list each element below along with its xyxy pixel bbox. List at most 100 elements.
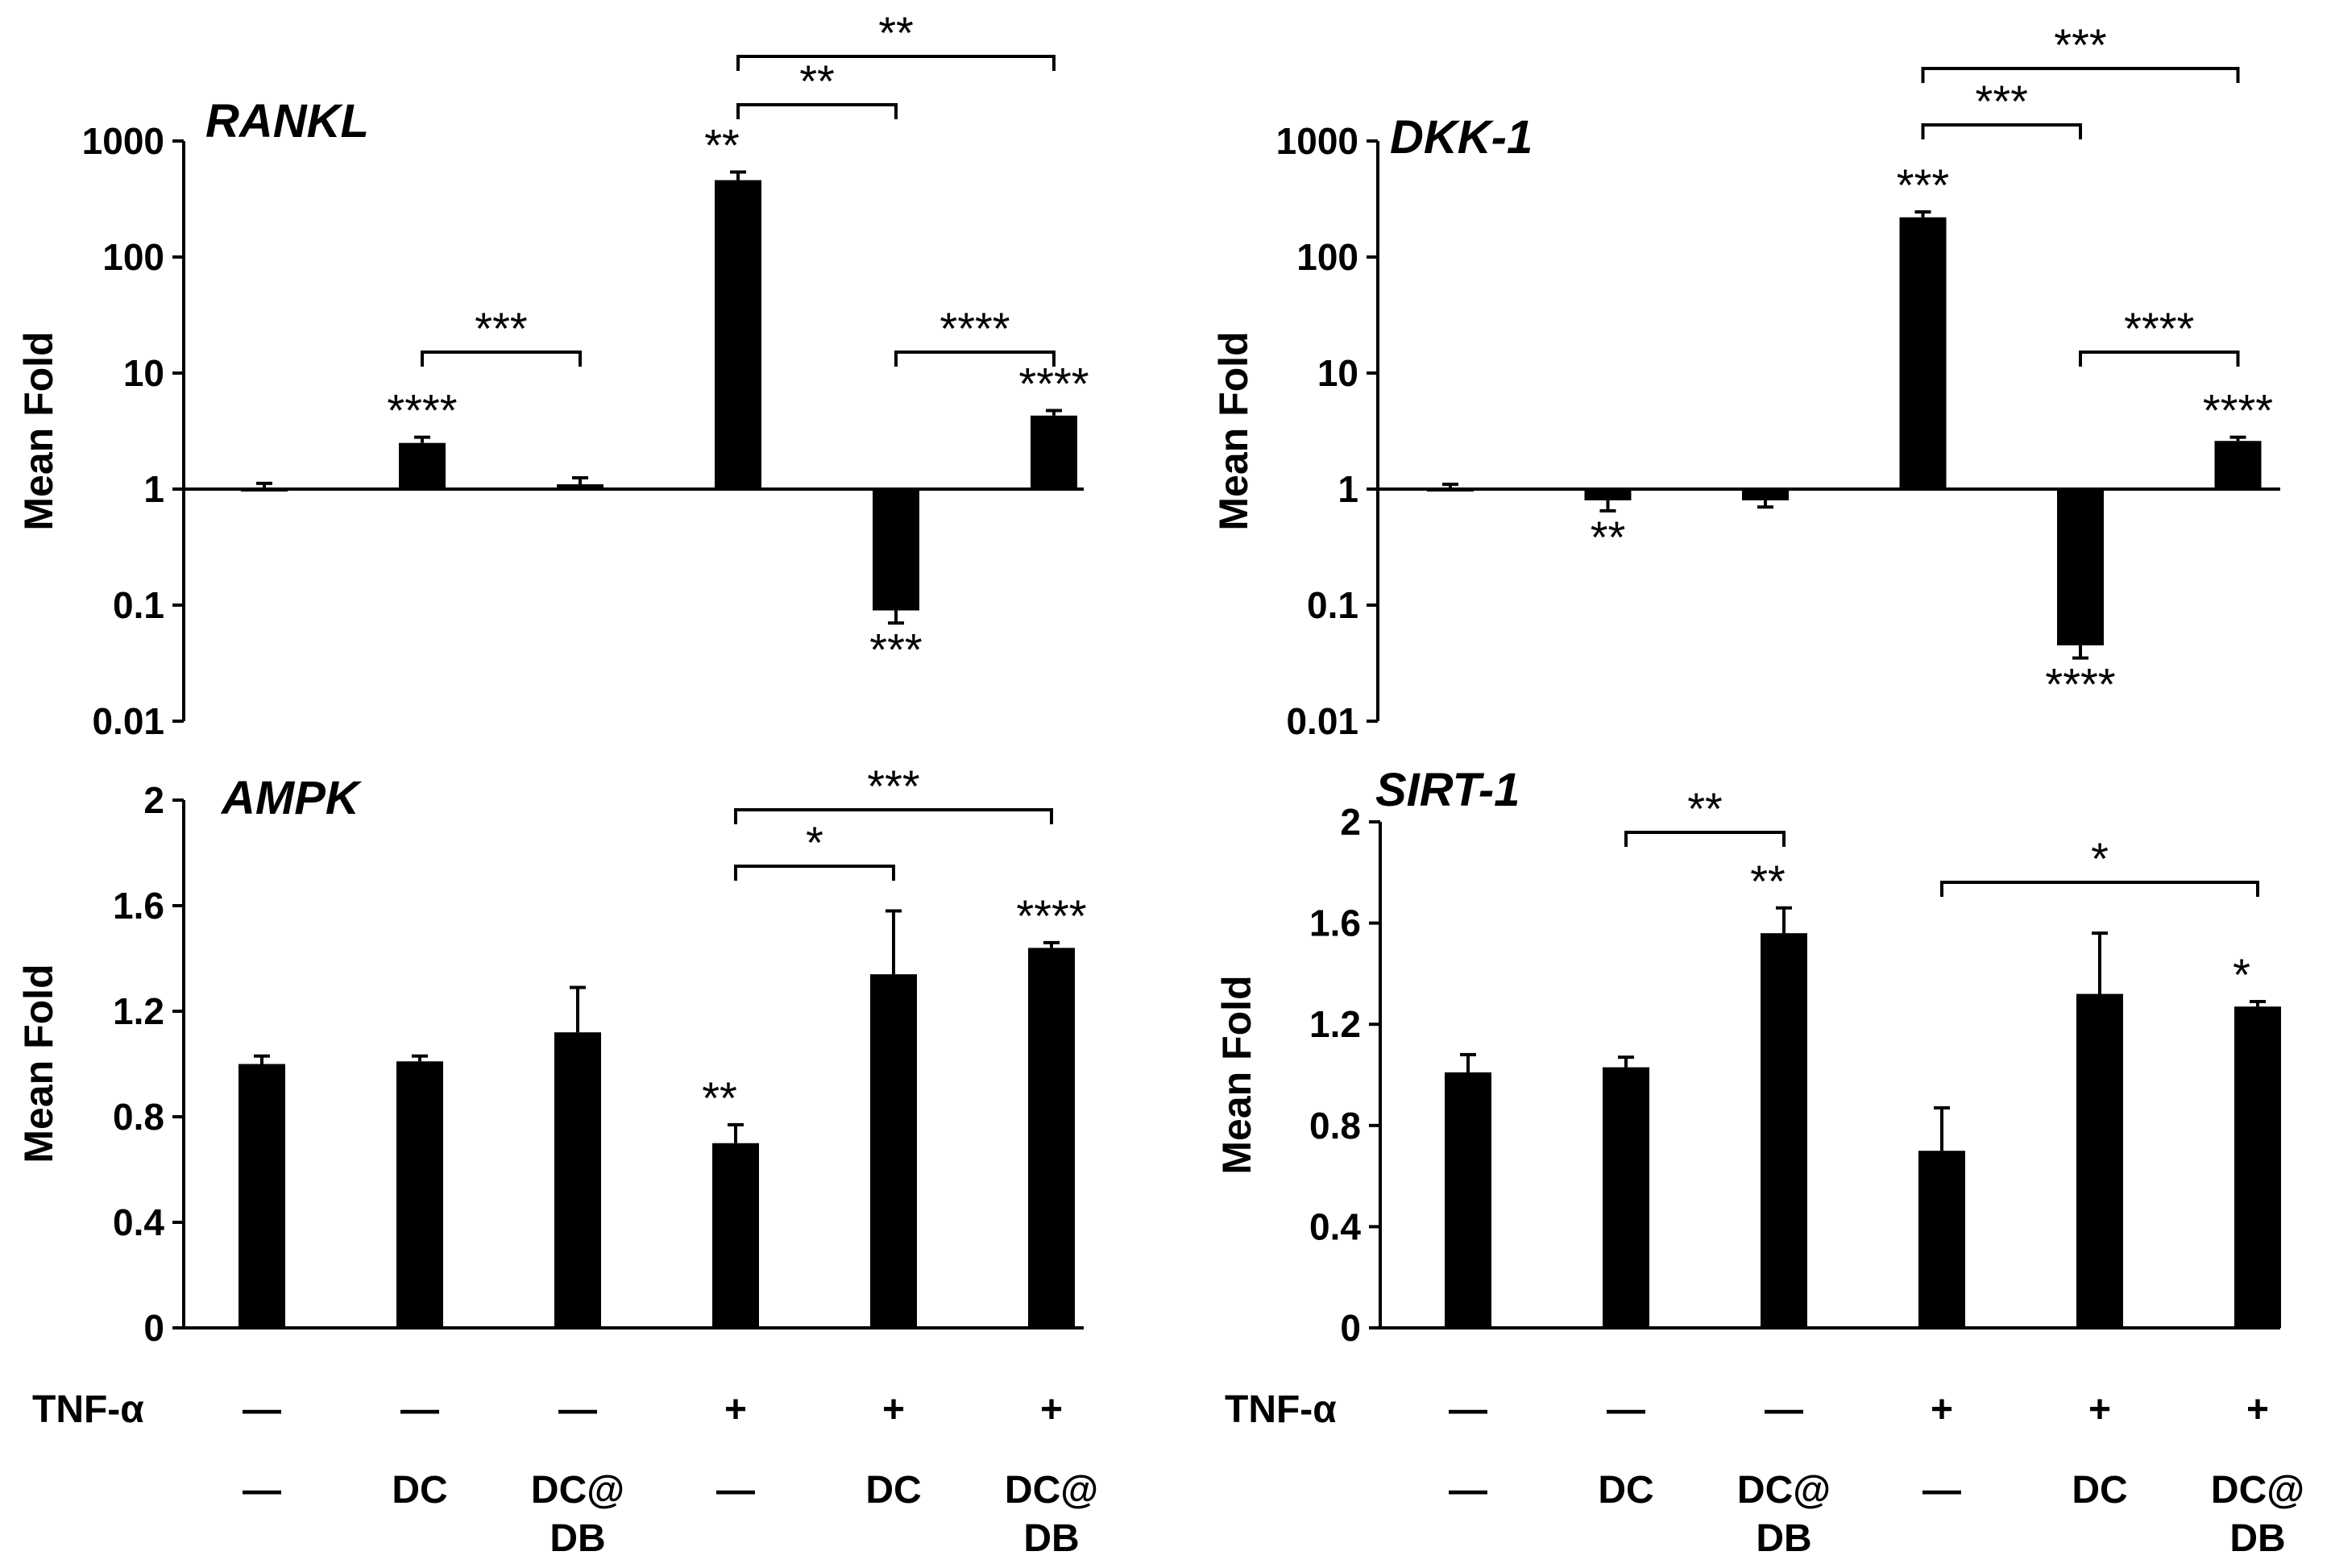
tnf-condition: +: [2088, 1388, 2111, 1431]
treatment-label: —: [243, 1469, 281, 1512]
panel-title: SIRT-1: [1375, 764, 1520, 816]
y-tick-label: 1.2: [113, 990, 164, 1032]
bar: [396, 1061, 443, 1328]
significance-label: **: [1591, 512, 1626, 562]
significance-label: ***: [1897, 160, 1949, 210]
y-axis-title: Mean Fold: [16, 331, 61, 530]
bracket-label: ****: [939, 303, 1010, 354]
treatment-label: DC@: [531, 1469, 624, 1512]
bracket-label: **: [1687, 783, 1723, 834]
tnf-condition: —: [558, 1388, 597, 1431]
significance-bracket: [1921, 67, 2240, 83]
bar: [238, 1064, 285, 1328]
treatment-label: —: [1449, 1469, 1487, 1512]
panel-title: DKK-1: [1390, 111, 1533, 164]
tnf-condition: +: [882, 1388, 905, 1431]
treatment-label-line2: DB: [1023, 1517, 1079, 1560]
significance-label: *: [2233, 949, 2250, 1000]
tnf-condition: —: [400, 1388, 439, 1431]
treatment-label: DC: [1598, 1469, 1653, 1512]
y-axis-title: Mean Fold: [1214, 975, 1259, 1174]
significance-label: ***: [869, 624, 922, 674]
bar: [399, 442, 446, 489]
bar: [873, 489, 919, 611]
y-tick-label: 1.6: [113, 885, 164, 927]
bar: [2234, 1006, 2281, 1328]
significance-bracket: [736, 55, 1056, 71]
y-tick-label: 1: [1338, 468, 1358, 510]
bar: [557, 484, 603, 489]
treatment-label: DC: [392, 1469, 447, 1512]
y-tick-label: 0.01: [92, 700, 164, 742]
tnf-condition: —: [1765, 1388, 1803, 1431]
bar: [1603, 1067, 1649, 1328]
tnf-condition: +: [1931, 1388, 1953, 1431]
treatment-label-line2: DB: [2229, 1517, 2285, 1560]
significance-bracket: [1624, 831, 1786, 847]
significance-bracket: [1940, 881, 2259, 897]
bracket-label: **: [878, 7, 914, 58]
y-tick-label: 0.1: [113, 584, 164, 626]
bracket-label: *: [2091, 833, 2109, 884]
treatment-label-line2: DB: [1756, 1517, 1811, 1560]
y-tick-label: 0.8: [1309, 1105, 1361, 1147]
tnf-condition: —: [1607, 1388, 1645, 1431]
y-tick-label: 2: [1340, 801, 1361, 843]
bracket-label: ***: [475, 303, 527, 354]
panel-title: AMPK: [220, 772, 363, 824]
y-tick-label: 10: [1317, 352, 1358, 394]
y-tick-label: 0.8: [113, 1096, 164, 1138]
bar: [870, 974, 917, 1328]
bar: [715, 180, 761, 489]
treatment-label: DC: [865, 1469, 921, 1512]
bar: [1445, 1072, 1491, 1328]
bar: [554, 1032, 601, 1328]
y-tick-label: 100: [102, 236, 164, 278]
y-tick-label: 1.6: [1309, 902, 1361, 944]
significance-bracket: [2079, 351, 2240, 367]
significance-label: ****: [1016, 890, 1086, 941]
treatment-label: —: [1922, 1469, 1961, 1512]
significance-bracket: [894, 351, 1056, 367]
y-axis-title: Mean Fold: [16, 964, 61, 1163]
tnf-condition: —: [243, 1388, 281, 1431]
y-tick-label: 0: [143, 1307, 164, 1349]
bar: [2076, 993, 2123, 1328]
significance-bracket: [421, 351, 582, 367]
bracket-label: **: [799, 56, 835, 106]
y-tick-label: 2: [143, 779, 164, 821]
bar: [2057, 489, 2104, 645]
bracket-label: ***: [867, 761, 919, 811]
y-tick-label: 0: [1340, 1307, 1361, 1349]
significance-bracket: [734, 865, 895, 881]
y-axis-title: Mean Fold: [1211, 331, 1256, 530]
y-tick-label: 1000: [1276, 120, 1358, 162]
y-tick-label: 100: [1296, 236, 1358, 278]
tnf-condition: +: [724, 1388, 747, 1431]
bar: [712, 1143, 759, 1328]
significance-label: **: [1750, 856, 1786, 906]
y-tick-label: 0.4: [1309, 1205, 1361, 1247]
y-tick-label: 0.01: [1286, 700, 1358, 742]
significance-label: **: [704, 120, 740, 171]
treatment-label: DC@: [1005, 1469, 1098, 1512]
significance-label: **: [702, 1072, 737, 1123]
y-tick-label: 1000: [82, 120, 164, 162]
bracket-label: *: [806, 817, 823, 868]
significance-label: ****: [2203, 385, 2273, 436]
tnf-condition: +: [1040, 1388, 1063, 1431]
tnf-condition: +: [2246, 1388, 2269, 1431]
conditions-left: TNF-α — — — + + + — DC DC@ — DC DC@ DB DB: [32, 1388, 1098, 1560]
significance-label: ****: [1018, 359, 1089, 409]
bar: [1028, 948, 1075, 1328]
bracket-label: ***: [1976, 76, 2028, 127]
significance-bracket: [1921, 123, 2082, 139]
y-tick-label: 0.4: [113, 1201, 164, 1243]
bar: [1584, 489, 1632, 500]
bar: [1031, 415, 1077, 489]
y-tick-label: 10: [123, 352, 164, 394]
significance-bracket: [736, 103, 898, 119]
